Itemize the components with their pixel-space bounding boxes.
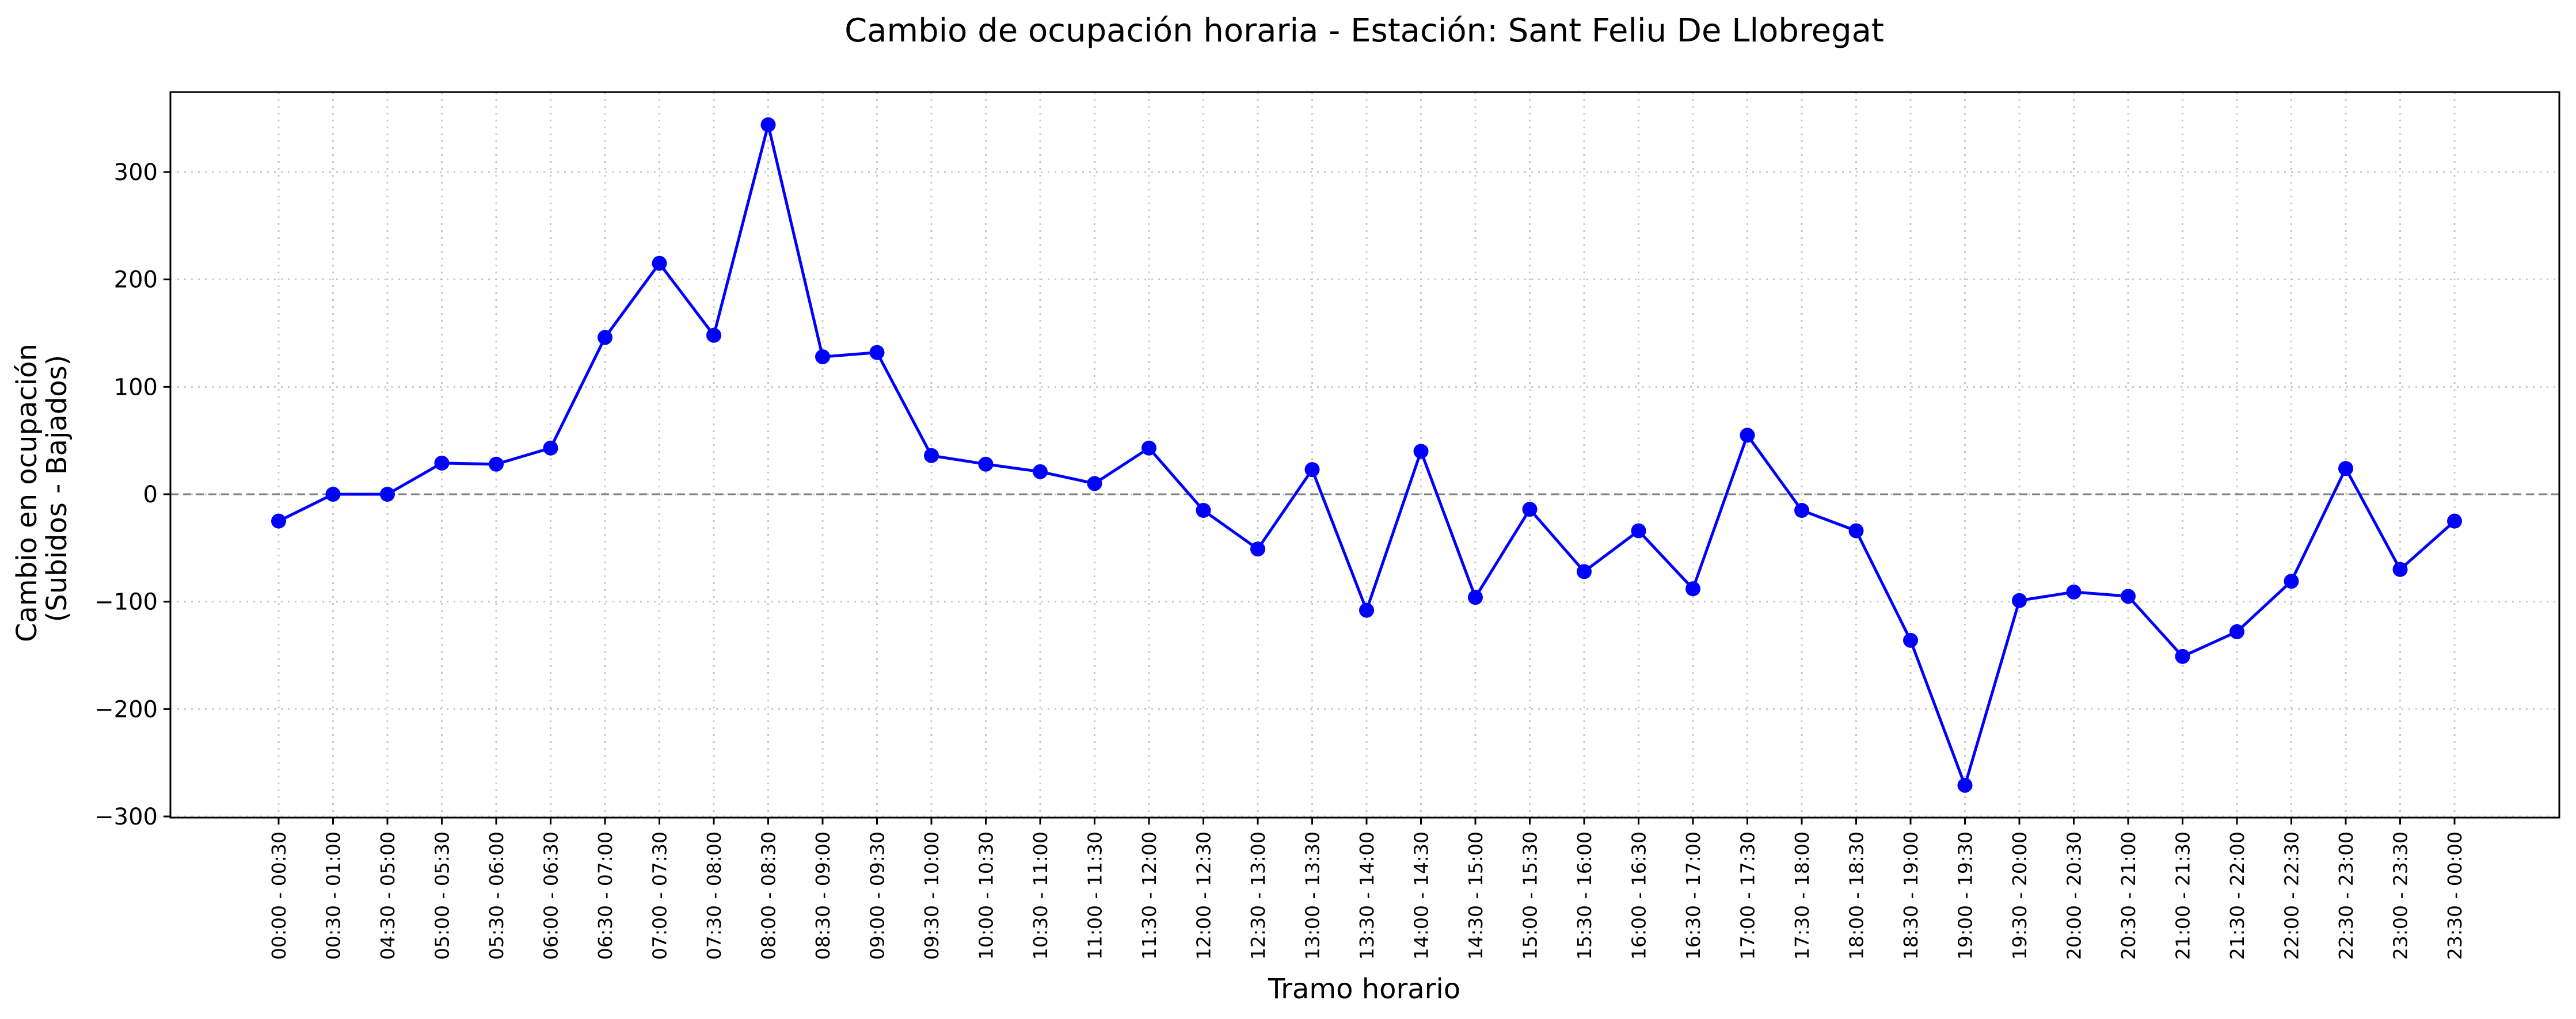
data-point	[1848, 523, 1864, 539]
x-tick-label: 21:00 - 21:30	[2172, 831, 2194, 960]
plot-frame	[169, 91, 2560, 819]
y-tick-label: −200	[94, 696, 158, 723]
x-axis-label: Tramo horario	[1268, 973, 1460, 1005]
x-tick-label: 05:30 - 06:00	[485, 831, 508, 960]
x-tick-label: 15:00 - 15:30	[1519, 831, 1542, 960]
x-tick-label: 00:30 - 01:00	[322, 831, 345, 960]
x-tick-label: 19:30 - 20:00	[2008, 831, 2031, 960]
data-point	[489, 456, 504, 472]
x-tick-label: 16:00 - 16:30	[1628, 831, 1650, 960]
x-tick-label: 17:00 - 17:30	[1737, 831, 1759, 960]
y-tick-label: 200	[114, 267, 158, 293]
data-point	[2012, 593, 2027, 608]
x-tick-label: 08:00 - 08:30	[758, 831, 780, 960]
x-tick-label: 15:30 - 16:00	[1573, 831, 1596, 960]
data-point	[1141, 440, 1156, 456]
x-tick-label: 07:30 - 08:00	[703, 831, 725, 960]
data-point	[1033, 464, 1048, 479]
data-point	[2229, 624, 2244, 639]
x-tick-label: 13:00 - 13:30	[1302, 831, 1324, 960]
data-point	[598, 330, 612, 345]
data-point	[325, 487, 341, 502]
data-point	[652, 255, 667, 271]
data-point	[815, 349, 830, 365]
x-tick-label: 12:00 - 12:30	[1193, 831, 1215, 960]
data-point	[869, 345, 885, 360]
data-point	[1522, 502, 1538, 517]
data-point	[978, 456, 994, 472]
data-point	[1468, 590, 1483, 605]
data-point	[1957, 777, 1973, 793]
data-point	[434, 455, 450, 471]
data-point	[1740, 428, 1755, 443]
y-tick-label: 0	[143, 482, 158, 508]
data-point	[1250, 541, 1265, 557]
data-point	[706, 327, 721, 343]
data-point	[924, 448, 939, 463]
x-tick-label: 22:30 - 23:00	[2335, 831, 2357, 960]
data-point	[2175, 648, 2190, 664]
data-point	[2447, 513, 2462, 529]
x-tick-label: 23:00 - 23:30	[2389, 831, 2412, 960]
x-tick-label: 17:30 - 18:00	[1791, 831, 1813, 960]
data-point	[1903, 632, 1918, 648]
y-axis-label-line-1: Cambio en ocupación	[11, 344, 43, 642]
x-tick-label: 16:30 - 17:00	[1682, 831, 1704, 960]
data-point	[1359, 602, 1374, 618]
data-point	[2392, 562, 2408, 577]
x-tick-label: 06:30 - 07:00	[594, 831, 617, 960]
data-point	[1577, 564, 1592, 579]
data-point	[1087, 476, 1102, 491]
x-tick-label: 10:00 - 10:30	[975, 831, 998, 960]
data-points	[271, 117, 2462, 793]
data-point	[1685, 581, 1700, 597]
data-point	[1304, 462, 1320, 478]
data-point	[2338, 461, 2353, 476]
data-point	[380, 487, 395, 502]
data-point	[1794, 503, 1809, 518]
y-tick-label: −300	[94, 804, 158, 830]
y-axis-label: Cambio en ocupación (Subidos - Bajados)	[11, 335, 73, 642]
data-point	[1631, 523, 1646, 539]
x-tick-label: 07:00 - 07:30	[649, 831, 671, 960]
y-tick-label: −100	[94, 589, 158, 616]
x-tick-label: 14:30 - 15:00	[1464, 831, 1487, 960]
chart-title: Cambio de ocupación horaria - Estación: …	[844, 12, 1884, 49]
data-point	[2121, 589, 2136, 604]
x-tick-label: 12:30 - 13:00	[1247, 831, 1269, 960]
x-tick-label: 11:00 - 11:30	[1084, 831, 1106, 960]
data-point	[543, 440, 558, 456]
y-axis-label-line-2: (Subidos - Bajados)	[41, 355, 73, 623]
x-tick-label: 22:00 - 22:30	[2281, 831, 2303, 960]
x-tick-label: 18:00 - 18:30	[1846, 831, 1868, 960]
x-tick-label: 20:00 - 20:30	[2063, 831, 2086, 960]
x-tick-label: 20:30 - 21:00	[2117, 831, 2140, 960]
x-tick-label: 08:30 - 09:00	[812, 831, 834, 960]
x-axis: 00:00 - 00:30 00:30 - 01:00 04:30 - 05:00 0…	[268, 818, 2466, 960]
x-tick-label: 09:00 - 09:30	[866, 831, 889, 960]
x-tick-label: 19:00 - 19:30	[1954, 831, 1977, 960]
y-tick-label: 300	[114, 159, 158, 186]
x-tick-label: 13:30 - 14:00	[1356, 831, 1378, 960]
y-tick-label: 100	[114, 374, 158, 400]
data-point	[1196, 503, 1211, 518]
x-tick-label: 05:00 - 05:30	[431, 831, 454, 960]
x-tick-label: 09:30 - 10:00	[920, 831, 943, 960]
x-tick-label: 06:00 - 06:30	[540, 831, 562, 960]
x-tick-label: 14:00 - 14:30	[1410, 831, 1433, 960]
x-tick-label: 21:30 - 22:00	[2226, 831, 2248, 960]
data-point	[2284, 574, 2299, 589]
x-tick-label: 11:30 - 12:00	[1138, 831, 1160, 960]
x-tick-label: 18:30 - 19:00	[1900, 831, 1922, 960]
data-point	[1413, 444, 1429, 459]
data-point	[760, 117, 776, 132]
data-point	[271, 513, 286, 529]
x-tick-label: 04:30 - 05:00	[376, 831, 399, 960]
x-tick-label: 10:30 - 11:00	[1029, 831, 1052, 960]
x-tick-label: 00:00 - 00:30	[268, 831, 290, 960]
data-point	[2066, 584, 2082, 600]
x-tick-label: 23:30 - 00:00	[2444, 831, 2466, 960]
y-axis: 300 200 100 0 −100 −200 −300	[94, 159, 170, 830]
